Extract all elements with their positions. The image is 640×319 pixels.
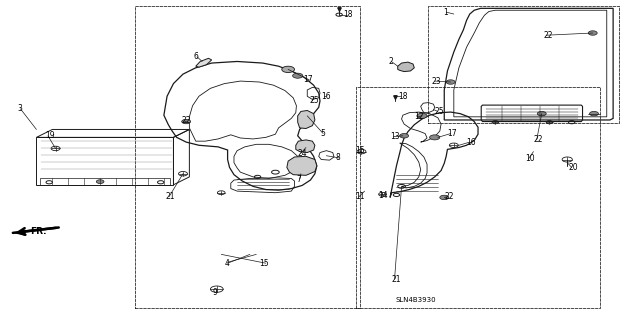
Text: 5: 5 [320, 129, 325, 138]
Text: 18: 18 [344, 10, 353, 19]
Text: 10: 10 [525, 154, 535, 163]
Text: 15: 15 [355, 146, 365, 155]
Text: 23: 23 [431, 77, 441, 85]
Circle shape [588, 31, 597, 35]
Text: 22: 22 [534, 135, 543, 145]
Text: 25: 25 [309, 97, 319, 106]
Text: 11: 11 [356, 192, 365, 201]
Circle shape [417, 113, 427, 118]
Text: 4: 4 [225, 259, 229, 268]
Circle shape [97, 180, 104, 183]
Circle shape [589, 111, 598, 116]
Text: 16: 16 [467, 137, 476, 147]
Text: FR.: FR. [30, 227, 47, 236]
Circle shape [429, 135, 440, 140]
Text: 17: 17 [303, 75, 312, 84]
Text: 22: 22 [181, 116, 191, 125]
Circle shape [399, 134, 408, 138]
Text: 25: 25 [435, 107, 444, 116]
Polygon shape [298, 110, 315, 129]
Text: 16: 16 [321, 92, 331, 101]
Text: 2: 2 [388, 57, 393, 66]
Polygon shape [13, 230, 26, 236]
Polygon shape [196, 58, 212, 67]
Text: 15: 15 [259, 259, 269, 268]
Text: 9: 9 [213, 288, 218, 297]
Text: 8: 8 [336, 153, 340, 162]
Polygon shape [287, 156, 317, 175]
Text: 12: 12 [414, 112, 424, 121]
Polygon shape [397, 62, 414, 71]
Text: 17: 17 [447, 129, 457, 138]
Text: SLN4B3930: SLN4B3930 [395, 297, 436, 303]
Circle shape [182, 119, 191, 124]
Circle shape [538, 111, 546, 116]
Text: 14: 14 [379, 191, 388, 200]
Text: 1: 1 [443, 8, 448, 17]
Text: 22: 22 [444, 192, 454, 201]
Circle shape [446, 80, 455, 84]
Text: 24: 24 [298, 149, 307, 158]
Text: 21: 21 [392, 275, 401, 284]
Text: 21: 21 [166, 192, 175, 201]
Text: 13: 13 [390, 132, 400, 141]
Text: 20: 20 [568, 163, 578, 172]
Text: 3: 3 [17, 104, 22, 113]
Text: 7: 7 [296, 174, 301, 184]
Circle shape [292, 73, 303, 78]
Text: 18: 18 [397, 92, 407, 101]
Circle shape [282, 66, 294, 72]
Polygon shape [296, 140, 315, 152]
Text: 6: 6 [194, 52, 198, 61]
Circle shape [440, 195, 449, 200]
Text: 19: 19 [45, 131, 54, 140]
Text: 22: 22 [543, 31, 552, 40]
